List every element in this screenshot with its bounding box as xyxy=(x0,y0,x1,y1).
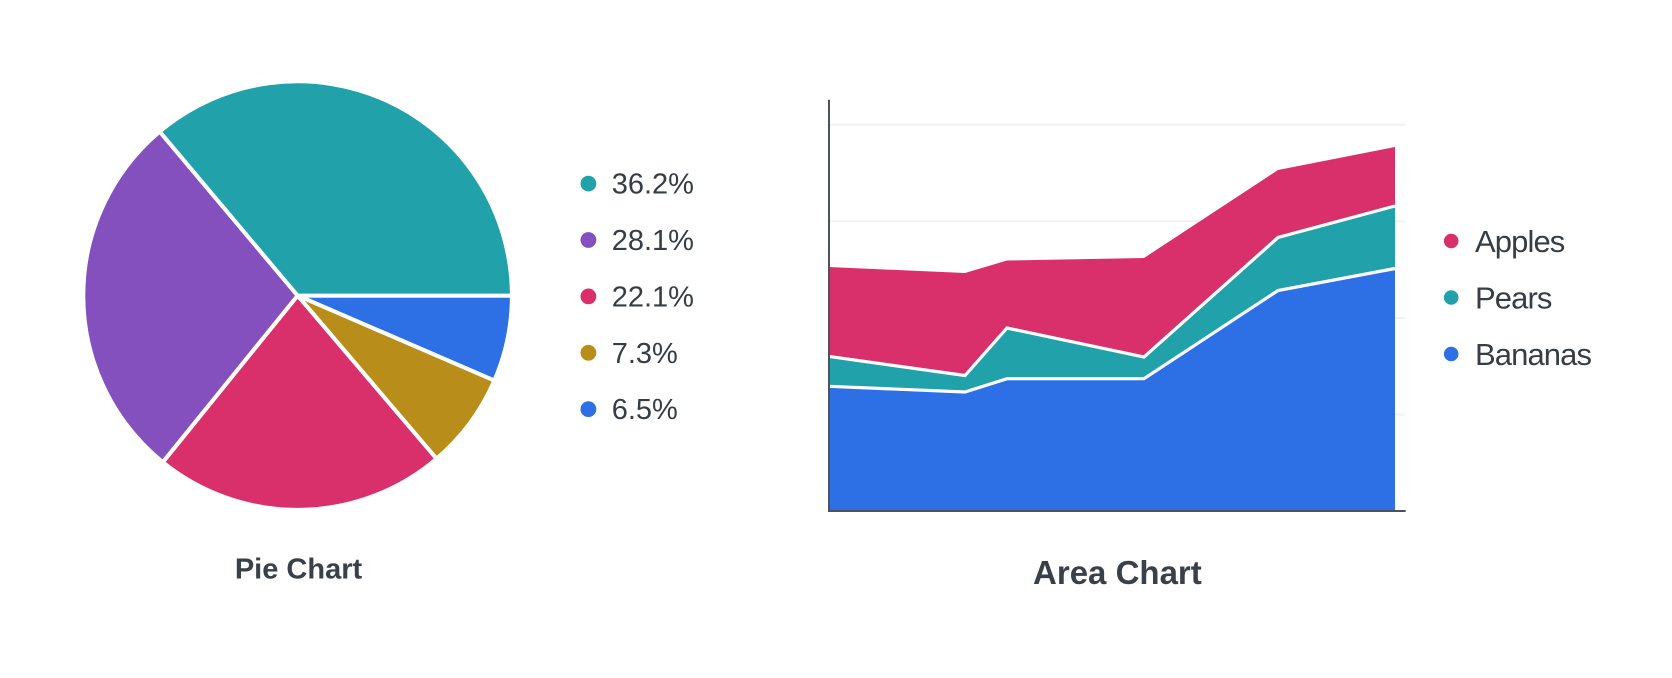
svg-text:Pears: Pears xyxy=(1475,281,1552,316)
svg-text:Area Chart: Area Chart xyxy=(1033,554,1202,591)
svg-text:7.3%: 7.3% xyxy=(612,338,678,370)
svg-text:22.1%: 22.1% xyxy=(612,281,694,313)
svg-text:36.2%: 36.2% xyxy=(612,169,694,201)
svg-text:28.1%: 28.1% xyxy=(612,225,694,257)
svg-text:Pie Chart: Pie Chart xyxy=(235,554,363,586)
svg-text:Bananas: Bananas xyxy=(1475,337,1591,372)
svg-text:6.5%: 6.5% xyxy=(612,394,678,426)
svg-text:Apples: Apples xyxy=(1475,224,1565,259)
